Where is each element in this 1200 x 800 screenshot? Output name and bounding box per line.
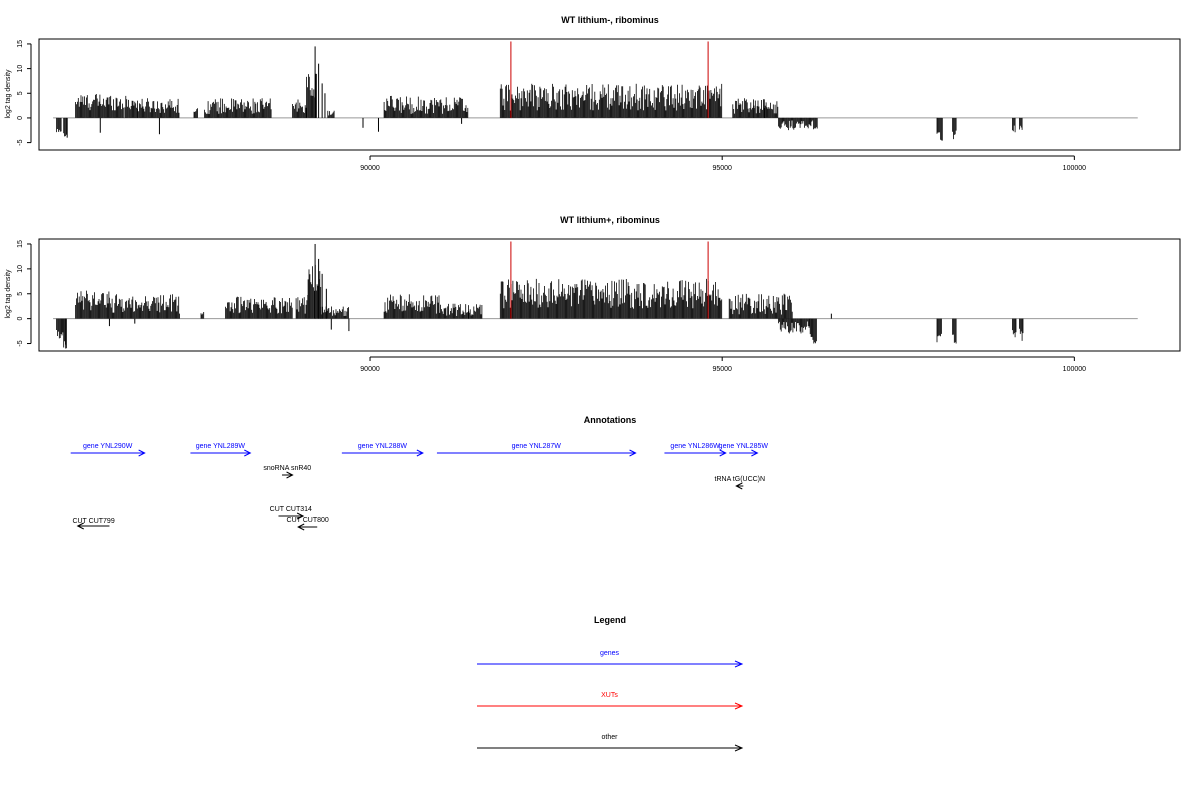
axes: 15 10 5 0 -5 90000 95000 100000: [17, 240, 1086, 373]
legend-items: genes XUTs other: [477, 650, 744, 752]
feature-label: CUT CUT800: [287, 517, 329, 524]
feature-label: CUT CUT314: [270, 506, 312, 513]
y-tick-label: 0: [17, 116, 24, 120]
annotations-panel: Annotations gene YNL290W gene YNL289W gene…: [70, 415, 769, 531]
feature-arrow-head: [735, 482, 743, 490]
feature-label: tRNA tG(UCC)N: [715, 476, 766, 483]
x-tick-label: 95000: [712, 366, 732, 373]
legend-label: other: [602, 734, 619, 741]
y-tick-label: 0: [17, 317, 24, 321]
y-tick-label: -5: [17, 340, 24, 346]
annotation-feature: snoRNA snR40: [263, 465, 311, 479]
feature-arrow-head: [244, 449, 252, 457]
feature-arrow-head: [296, 512, 305, 520]
legend-arrow-head: [734, 660, 744, 668]
x-tick-label: 95000: [712, 165, 732, 172]
annotation-feature: CUT CUT799: [72, 518, 115, 530]
y-tick-label: 5: [17, 91, 24, 95]
feature-arrow-head: [286, 471, 294, 479]
plot-frame: [38, 38, 1181, 151]
annotation-feature: gene YNL289W: [190, 443, 252, 457]
legend-item: genes: [477, 650, 744, 668]
feature-label: snoRNA snR40: [263, 465, 311, 472]
y-tick-label: 15: [17, 40, 24, 48]
x-tick-label: 90000: [360, 165, 380, 172]
annotation-feature: gene YNL287W: [436, 443, 637, 457]
legend-label: genes: [600, 650, 620, 657]
track-title: WT lithium+, ribominus: [560, 215, 660, 225]
density-bars: [53, 41, 1138, 141]
y-tick-label: 10: [17, 65, 24, 73]
annotation-feature: tRNA tG(UCC)N: [715, 476, 766, 490]
feature-arrow-head: [719, 449, 727, 457]
x-tick-label: 100000: [1063, 366, 1086, 373]
annotations-title: Annotations: [584, 415, 637, 425]
feature-arrow-head: [138, 449, 146, 457]
annotation-features: gene YNL290W gene YNL289W gene YNL288W gene…: [70, 443, 769, 531]
plot-frame: [38, 238, 1181, 352]
y-axis-label: log2 tag density: [5, 269, 12, 319]
y-tick-label: 5: [17, 292, 24, 296]
legend-item: XUTs: [477, 692, 744, 710]
feature-arrow-head: [751, 449, 759, 457]
feature-label: gene YNL289W: [196, 443, 246, 450]
annotation-feature: gene YNL285W: [719, 443, 769, 457]
y-tick-label: 10: [17, 265, 24, 273]
feature-arrow-head: [629, 449, 637, 457]
feature-label: gene YNL288W: [358, 443, 408, 450]
feature-arrow-head: [416, 449, 424, 457]
legend-arrow-head: [734, 702, 744, 710]
track-title: WT lithium-, ribominus: [561, 15, 659, 25]
annotation-feature: gene YNL286W: [664, 443, 727, 457]
feature-label: gene YNL286W: [670, 443, 720, 450]
density-track-lithium-minus: WT lithium-, ribominus log2 tag density …: [5, 15, 1181, 172]
y-axis-label: log2 tag density: [5, 69, 12, 119]
legend-panel: Legend genes XUTs other: [477, 615, 744, 752]
feature-arrow-head: [76, 522, 84, 530]
annotation-feature: CUT CUT314: [270, 506, 312, 520]
feature-label: CUT CUT799: [72, 518, 114, 525]
legend-arrow-head: [734, 744, 744, 752]
y-tick-label: -5: [17, 139, 24, 145]
feature-label: gene YNL287W: [512, 443, 562, 450]
annotation-feature: gene YNL288W: [341, 443, 424, 457]
density-bars: [53, 241, 1138, 349]
annotation-feature: CUT CUT800: [287, 517, 329, 531]
feature-arrow-head: [297, 523, 305, 531]
x-tick-label: 90000: [360, 366, 380, 373]
feature-label: gene YNL285W: [719, 443, 769, 450]
feature-label: gene YNL290W: [83, 443, 133, 450]
density-track-lithium-plus: WT lithium+, ribominus log2 tag density …: [5, 215, 1181, 373]
legend-label: XUTs: [601, 692, 618, 699]
legend-item: other: [477, 734, 744, 752]
legend-title: Legend: [594, 615, 626, 625]
axes: 15 10 5 0 -5 90000 95000 100000: [17, 40, 1086, 172]
y-tick-label: 15: [17, 240, 24, 248]
annotation-feature: gene YNL290W: [70, 443, 146, 457]
x-tick-label: 100000: [1063, 165, 1086, 172]
